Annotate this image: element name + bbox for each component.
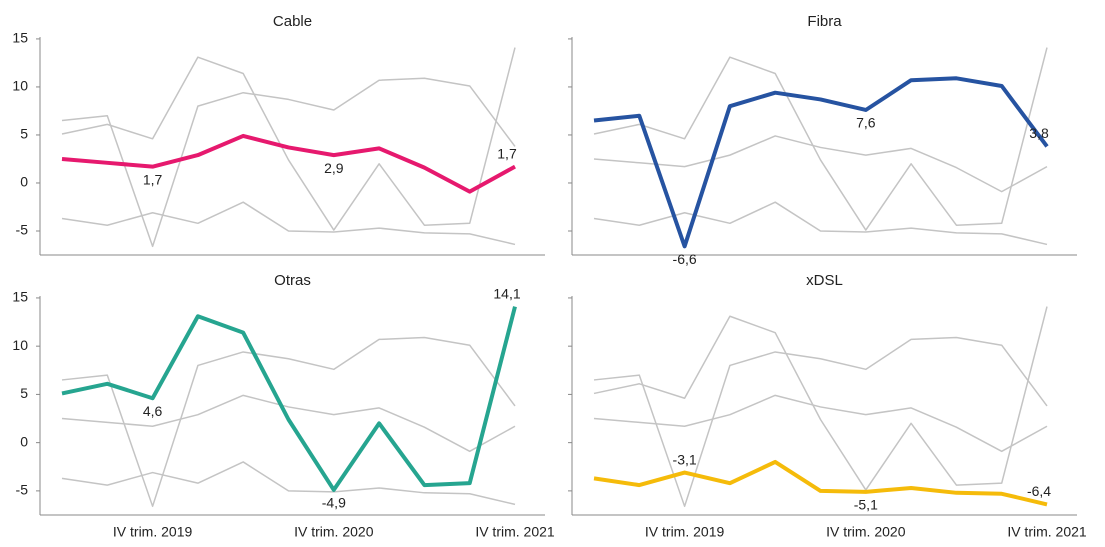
y-tick-label: 5 <box>20 126 28 142</box>
highlight-line <box>61 133 516 194</box>
context-line <box>593 201 1048 246</box>
panel-title: Cable <box>273 13 312 30</box>
y-tick-label: 15 <box>12 30 28 46</box>
data-label: 4,6 <box>143 403 163 419</box>
context-line <box>593 306 1048 491</box>
y-tick-label: 5 <box>20 385 28 401</box>
context-line <box>61 394 516 453</box>
x-tick-label: IV trim. 2019 <box>645 524 725 540</box>
y-tick-label: 15 <box>12 289 28 305</box>
x-tick-label: IV trim. 2020 <box>826 524 906 540</box>
y-tick-label: -5 <box>16 222 29 238</box>
highlight-line <box>593 459 1048 507</box>
context-line <box>593 394 1048 453</box>
context-line <box>61 461 516 506</box>
panel-title: Otras <box>274 272 311 289</box>
context-line <box>593 336 1048 508</box>
x-tick-label: IV trim. 2021 <box>475 524 555 540</box>
data-label: -5,1 <box>854 497 878 513</box>
context-line <box>61 47 516 231</box>
panel-title: Fibra <box>807 13 842 30</box>
y-tick-label: 0 <box>20 433 28 449</box>
panel-title: xDSL <box>806 272 843 289</box>
data-label: 1,7 <box>497 145 517 161</box>
highlight-line <box>593 76 1049 249</box>
data-label: -4,9 <box>322 495 346 511</box>
x-tick-label: IV trim. 2019 <box>113 524 193 540</box>
data-label: 2,9 <box>324 160 344 176</box>
data-label: -3,1 <box>673 451 697 467</box>
y-tick-label: 10 <box>12 337 28 353</box>
context-line <box>61 336 516 508</box>
x-tick-label: IV trim. 2020 <box>294 524 374 540</box>
highlight-line <box>61 306 517 492</box>
data-label: -6,4 <box>1027 483 1051 499</box>
data-label: 1,7 <box>143 171 163 187</box>
context-line <box>593 135 1048 193</box>
data-label: 14,1 <box>493 285 520 301</box>
context-line <box>61 77 516 248</box>
y-tick-label: -5 <box>16 482 29 498</box>
data-label: 7,6 <box>856 115 876 131</box>
context-line <box>593 47 1048 231</box>
y-tick-label: 0 <box>20 174 28 190</box>
context-line <box>61 201 516 246</box>
y-tick-label: 10 <box>12 78 28 94</box>
x-tick-label: IV trim. 2021 <box>1007 524 1087 540</box>
data-label: -6,6 <box>673 251 697 267</box>
data-label: 3,8 <box>1029 125 1049 141</box>
